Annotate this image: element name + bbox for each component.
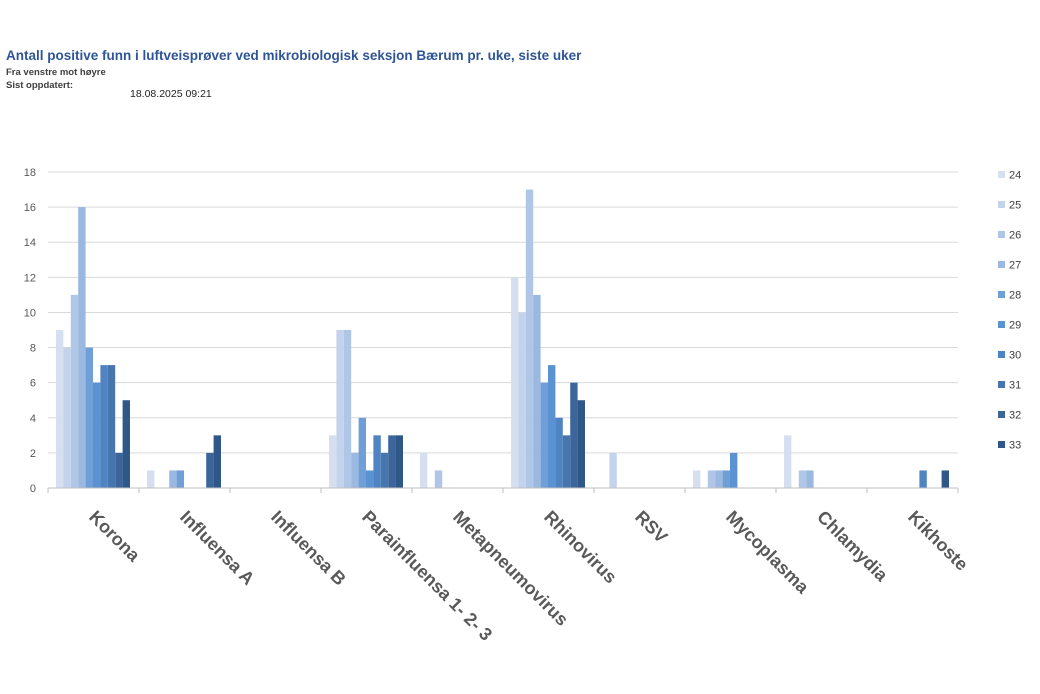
y-tick-label: 4 bbox=[30, 413, 36, 425]
bar bbox=[784, 435, 792, 488]
last-updated-label: Sist oppdatert: bbox=[6, 80, 74, 91]
bar bbox=[511, 277, 519, 488]
legend-swatch bbox=[998, 321, 1005, 328]
legend-label: 30 bbox=[1009, 350, 1021, 362]
bar bbox=[609, 452, 617, 488]
bar bbox=[63, 347, 71, 488]
legend-label: 25 bbox=[1009, 200, 1021, 212]
bar bbox=[919, 470, 927, 488]
category-label: Influensa A bbox=[176, 507, 258, 589]
bar bbox=[548, 365, 556, 488]
chart-subtitle: Fra venstre mot høyre bbox=[6, 67, 106, 78]
bar bbox=[366, 470, 374, 488]
legend-swatch bbox=[998, 381, 1005, 388]
legend-label: 29 bbox=[1009, 320, 1021, 332]
legend-swatch bbox=[998, 231, 1005, 238]
category-label: Mycoplasma bbox=[722, 507, 813, 598]
bar bbox=[78, 207, 86, 488]
y-tick-label: 16 bbox=[24, 202, 36, 214]
y-tick-label: 2 bbox=[30, 448, 36, 460]
bar bbox=[707, 470, 716, 488]
legend-swatch bbox=[998, 291, 1005, 298]
bar bbox=[351, 452, 359, 488]
bar bbox=[329, 435, 337, 488]
legend-swatch bbox=[998, 441, 1005, 448]
bar bbox=[336, 330, 344, 488]
bar bbox=[380, 452, 389, 488]
bar bbox=[213, 435, 221, 488]
chart-title: Antall positive funn i luftveisprøver ve… bbox=[6, 48, 582, 63]
bar bbox=[115, 452, 123, 488]
legend-label: 28 bbox=[1009, 290, 1021, 302]
bar bbox=[806, 470, 814, 488]
bar bbox=[798, 470, 807, 488]
bar bbox=[176, 470, 184, 488]
x-axis bbox=[47, 487, 959, 493]
x-axis-categories: Korona Influensa A Influensa B Parainfluens… bbox=[85, 507, 972, 645]
legend-swatch bbox=[998, 201, 1005, 208]
bar bbox=[358, 417, 366, 488]
bar bbox=[715, 470, 723, 488]
legend-label: 32 bbox=[1009, 410, 1021, 422]
bar bbox=[434, 470, 443, 488]
bar bbox=[107, 365, 116, 488]
grid-lines bbox=[48, 171, 958, 454]
bar bbox=[93, 382, 101, 488]
y-tick-label: 8 bbox=[30, 343, 36, 355]
legend-label: 31 bbox=[1009, 380, 1021, 392]
bar bbox=[56, 330, 64, 488]
legend-label: 33 bbox=[1009, 440, 1021, 452]
category-label: Influensa B bbox=[267, 507, 350, 590]
bar bbox=[122, 400, 130, 488]
y-tick-label: 10 bbox=[24, 307, 36, 319]
bars bbox=[56, 189, 949, 489]
bar bbox=[555, 417, 563, 488]
legend-label: 27 bbox=[1009, 260, 1021, 272]
bar bbox=[525, 189, 534, 489]
category-label: Chlamydia bbox=[813, 507, 892, 586]
legend-label: 26 bbox=[1009, 230, 1021, 242]
bar bbox=[206, 452, 214, 488]
legend-swatch bbox=[998, 411, 1005, 418]
bar bbox=[100, 365, 108, 488]
last-updated-value: 18.08.2025 09:21 bbox=[130, 88, 212, 100]
bar bbox=[693, 470, 701, 488]
bar bbox=[169, 470, 177, 488]
category-label: Rhinovirus bbox=[540, 507, 621, 588]
legend-label: 24 bbox=[1009, 170, 1021, 182]
y-tick-label: 14 bbox=[24, 237, 36, 249]
category-label: RSV bbox=[631, 507, 671, 547]
y-tick-label: 12 bbox=[24, 272, 36, 284]
y-tick-label: 0 bbox=[30, 483, 36, 495]
legend-swatch bbox=[998, 351, 1005, 358]
bar bbox=[941, 470, 949, 488]
y-tick-label: 6 bbox=[30, 378, 36, 390]
bar bbox=[562, 435, 571, 488]
bar bbox=[147, 470, 155, 488]
bar bbox=[388, 435, 396, 488]
bar bbox=[518, 312, 526, 488]
bar bbox=[420, 452, 428, 488]
bar bbox=[395, 435, 403, 488]
bar bbox=[577, 400, 585, 488]
bar bbox=[570, 382, 578, 488]
legend-swatch bbox=[998, 171, 1005, 178]
category-label: Korona bbox=[85, 507, 144, 566]
category-label: Kikhoste bbox=[904, 507, 972, 575]
bar bbox=[722, 470, 730, 488]
legend-swatch bbox=[998, 261, 1005, 268]
bar bbox=[730, 452, 738, 488]
bar bbox=[85, 347, 93, 488]
bar bbox=[373, 435, 381, 488]
bar bbox=[533, 294, 541, 488]
y-tick-label: 18 bbox=[24, 167, 36, 179]
bar bbox=[540, 382, 548, 488]
y-axis-ticks: 0 2 4 6 8 10 12 14 16 18 bbox=[24, 167, 36, 495]
legend: 24 25 26 27 28 29 30 31 32 33 bbox=[998, 170, 1021, 452]
bar bbox=[343, 330, 352, 488]
bar bbox=[70, 294, 79, 488]
